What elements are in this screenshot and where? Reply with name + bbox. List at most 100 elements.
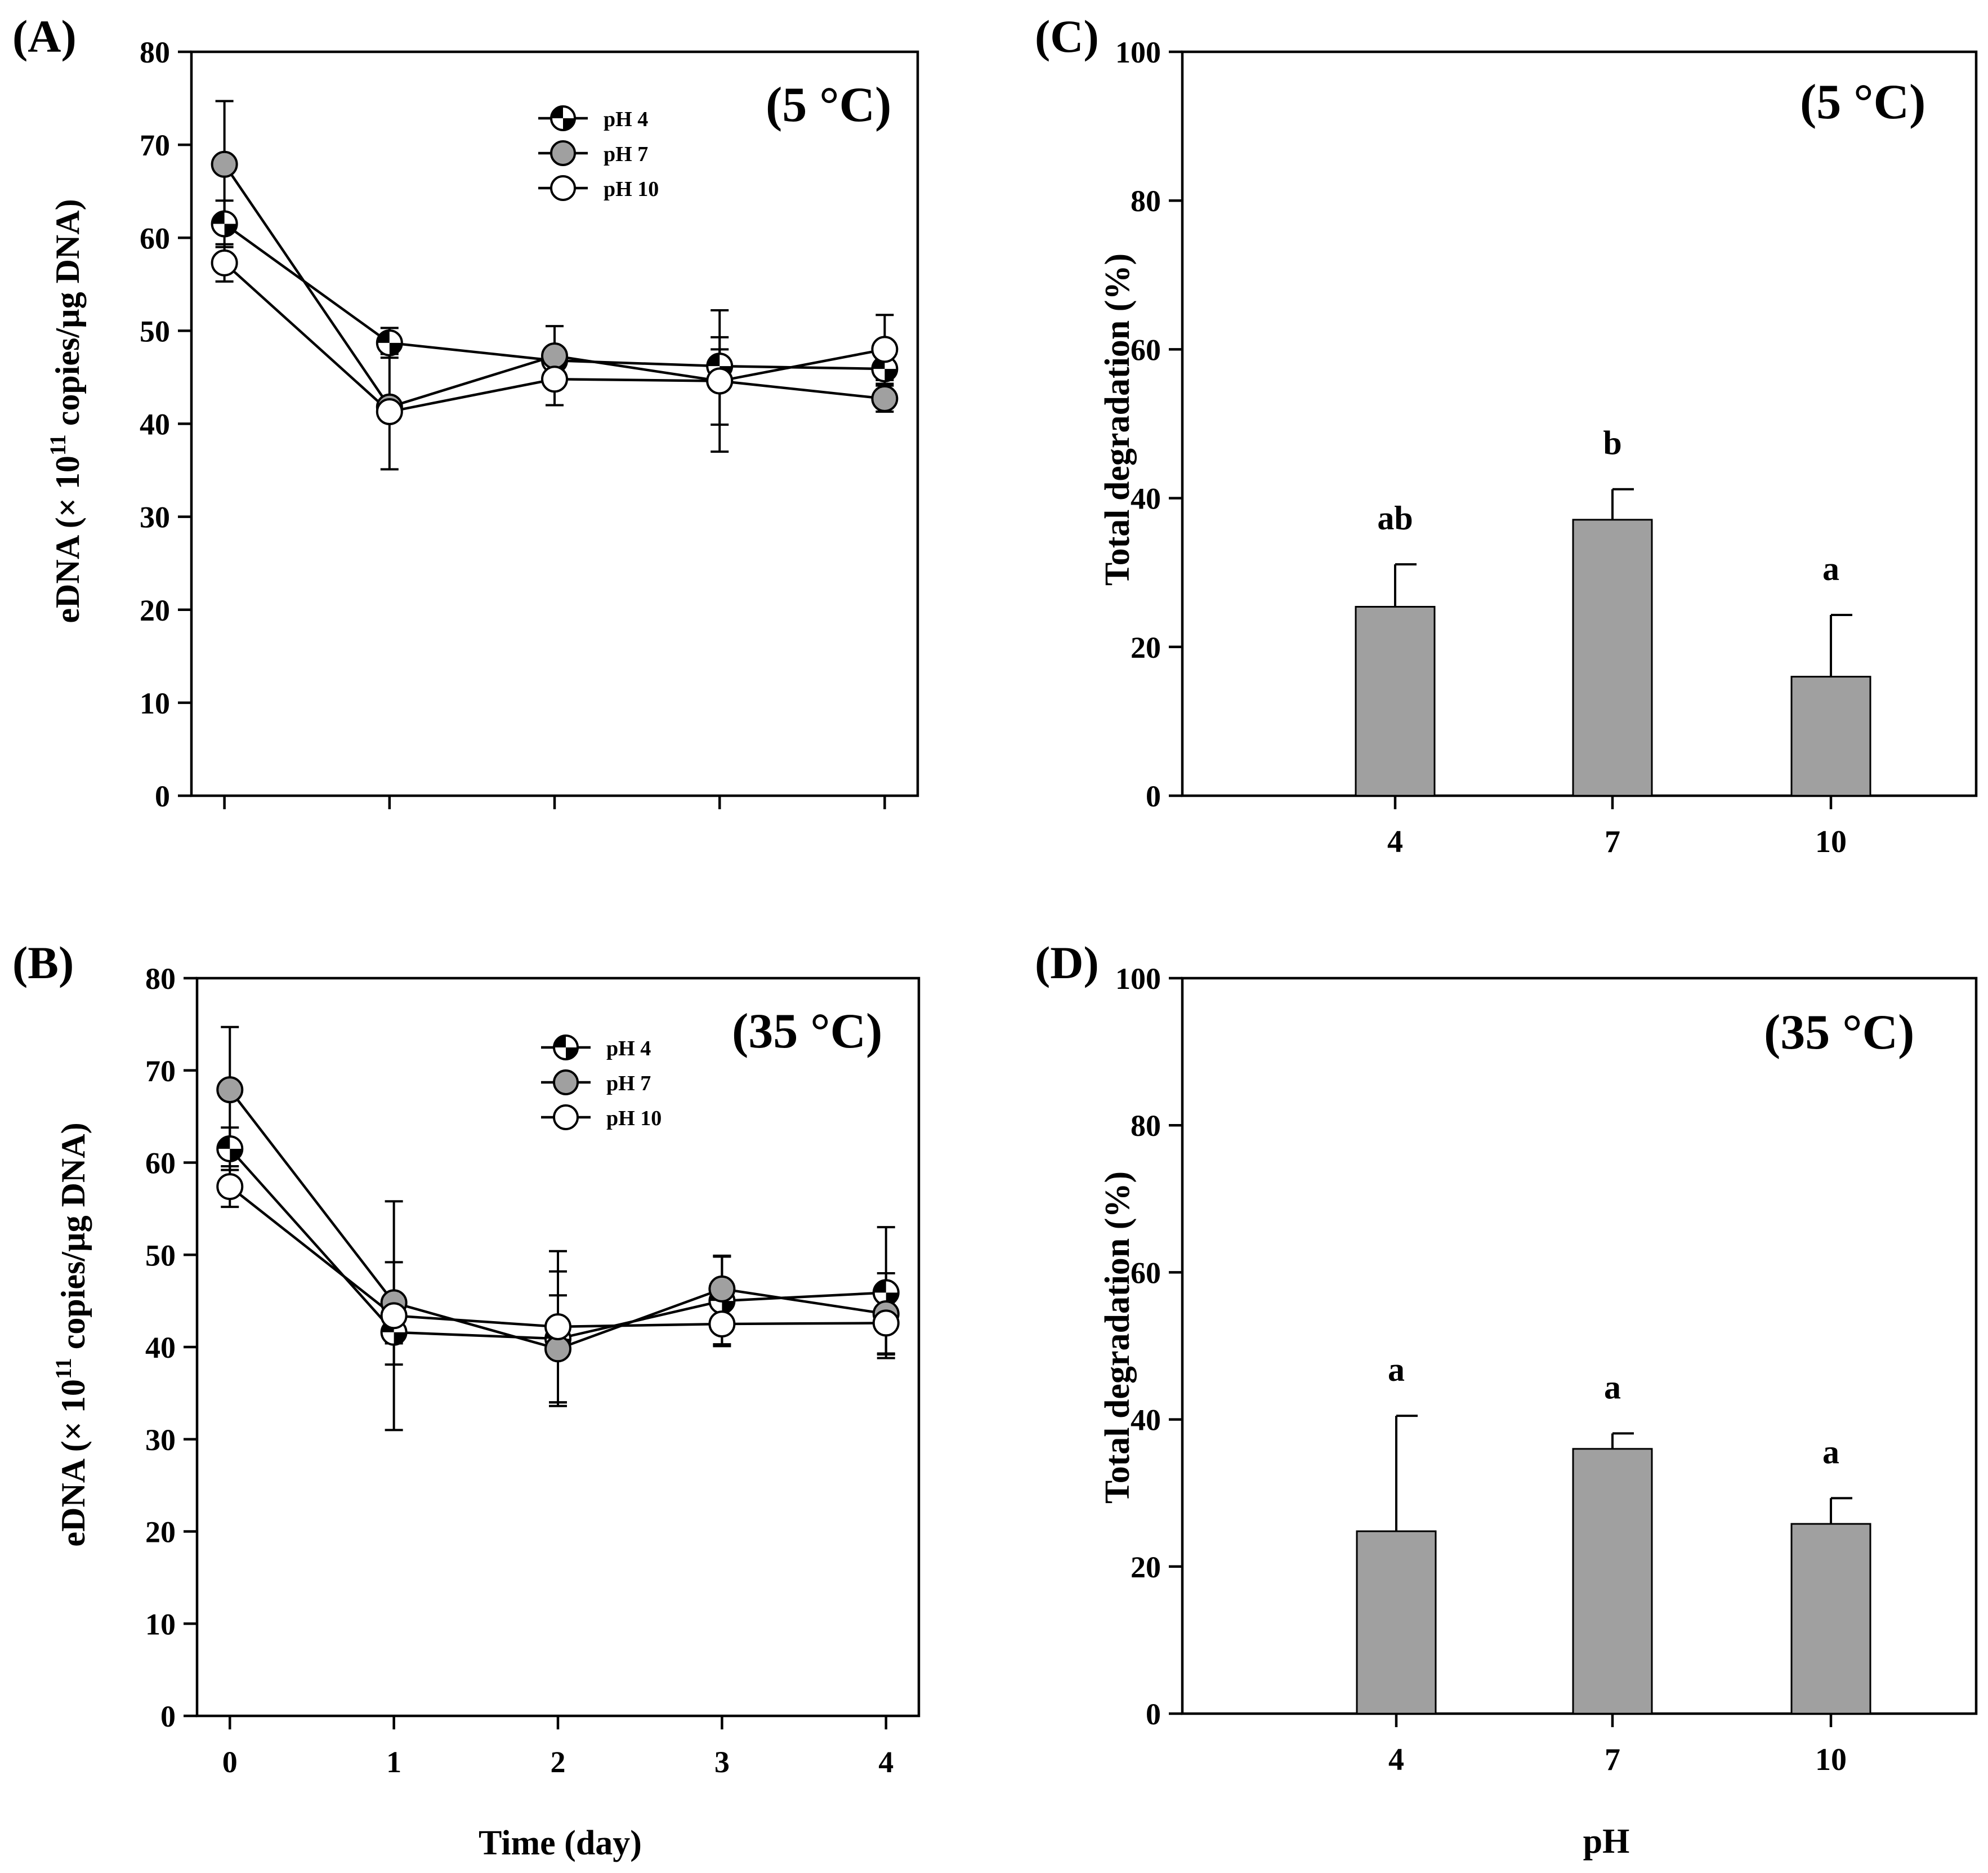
panel-a-annotation: (5 °C): [766, 78, 891, 132]
panel-a-y-tick-label: 0: [155, 779, 170, 813]
panel-b-y-axis-label: eDNA (× 1011 copies/µg DNA): [51, 1122, 92, 1546]
panel-d-y-tick-label: 100: [1115, 962, 1161, 996]
panel-a-x-axis: [223, 796, 886, 809]
panel-a-series-2-point-circle: [871, 336, 899, 363]
panel-c-label: (C): [1035, 11, 1099, 62]
panel-c-x-tick-label: 10: [1815, 824, 1847, 859]
panel-a-legend-marker: [550, 105, 576, 131]
panel-a-plot-area: [190, 50, 919, 797]
panel-b-legend-marker-quad-br: [566, 1047, 578, 1059]
panel-a-y-tick-label: 80: [140, 35, 170, 69]
panel-a-y-tick-label: 10: [140, 686, 170, 720]
panel-b-x-tick-label: 0: [222, 1745, 238, 1779]
panel-b-series-1-point-circle: [708, 1275, 736, 1303]
panel-d-annotation: (35 °C): [1764, 1005, 1914, 1060]
panel-a-plot-frame: [190, 50, 919, 797]
panel-c-y-tick-label: 40: [1131, 482, 1161, 516]
panel-c-y-axis: 0 20 40 60 80 100: [1115, 35, 1182, 813]
panel-b-x-tick-label: 1: [386, 1745, 401, 1779]
panel-b-series-0-point-quad-br: [722, 1301, 735, 1314]
panel-a-series-0-point: [376, 329, 403, 356]
panel-a-series-2-point: [376, 398, 403, 426]
panel-a-series-0-point-quad-tl: [377, 330, 390, 343]
panel-a-series-1-point: [211, 150, 238, 178]
panel-a-y-axis: 0 10 20 30 40 50 60 70 80: [140, 35, 191, 813]
panel-c-x-tick-label: 7: [1605, 824, 1620, 859]
panel-b-legend-marker-quad-tl: [554, 1036, 566, 1047]
panel-a-series-0-point-quad-br: [884, 369, 897, 382]
panel-b-x-tick-label: 2: [551, 1745, 566, 1779]
panel-d-y-axis: 0 20 40 60 80 100: [1115, 962, 1182, 1731]
panel-a-legend-marker-circle: [550, 140, 576, 166]
panel-d-y-tick-label: 20: [1131, 1550, 1161, 1584]
panel-b-legend-label: pH 10: [606, 1107, 662, 1130]
panel-b-y-tick-label: 60: [145, 1147, 176, 1180]
panel-b-y-tick-label: 40: [145, 1331, 176, 1364]
panel-a-legend-marker-circle: [550, 175, 576, 201]
panel-c-y-axis-label: Total degradation (%): [1098, 253, 1137, 586]
panel-a-series-2-point-circle: [706, 367, 734, 395]
panel-a-y-tick-label: 40: [140, 408, 170, 442]
panel-c-y-tick-label: 100: [1115, 35, 1161, 69]
panel-b-y-tick-label: 0: [160, 1700, 176, 1733]
panel-c-y-tick-label: 80: [1131, 184, 1161, 218]
panel-b-annotation: (35 °C): [732, 1004, 882, 1059]
panel-d-bar-chart: (D) (35 °C) 0 20 40 60 80 100 4 7 10 a a a Total …: [1035, 937, 1978, 1861]
panel-a-series-2-point: [706, 367, 734, 395]
panel-b-series-2-point-circle: [380, 1302, 408, 1330]
panel-b-x-axis-label: Time (day): [479, 1824, 642, 1862]
panel-a-series-2-point: [871, 336, 899, 363]
panel-a-legend-marker: [550, 140, 576, 166]
panel-b-series-2-point-circle: [544, 1313, 571, 1340]
panel-b-y-tick-label: 10: [145, 1607, 176, 1641]
panel-b-legend-marker-circle: [553, 1104, 579, 1130]
panel-a-y-axis-label: eDNA (× 1011 copies/µg DNA): [45, 199, 86, 623]
panel-a-y-tick-label: 20: [140, 594, 170, 627]
panel-b-y-axis: 0 10 20 30 40 50 60 70 80: [145, 962, 197, 1733]
panel-b-series-0-point-quad-br: [230, 1148, 243, 1161]
panel-b-line-chart: (B) (35 °C) 0 10 20 30 40 50 60 70 80 0 1 2 3 4 pH 4…: [12, 937, 921, 1862]
panel-d-x-tick-label: 10: [1815, 1742, 1847, 1777]
panel-d-x-tick-label: 4: [1388, 1742, 1404, 1777]
panel-d-plot-area: a a a: [1181, 976, 1978, 1715]
panel-b-y-tick-label: 80: [145, 962, 176, 996]
panel-a-series-0-point-quad-tl: [707, 354, 720, 367]
panel-a-label: (A): [12, 11, 77, 62]
panel-c-annotation: (5 °C): [1800, 75, 1926, 130]
panel-a-series-0-point-quad-tl: [212, 211, 225, 224]
panel-a-series-1-point-circle: [541, 342, 568, 369]
panel-b-x-tick-label: 4: [878, 1745, 894, 1779]
panel-c-bar-4-significance-label: ab: [1377, 500, 1413, 537]
panel-d-bar-7-significance-label: a: [1604, 1368, 1621, 1406]
panel-a-series-2-point: [211, 249, 238, 277]
panel-b-series-2-point-circle: [708, 1310, 736, 1338]
panel-d-y-tick-label: 40: [1131, 1403, 1161, 1437]
panel-a-series-2-point-circle: [211, 249, 238, 277]
panel-a-y-tick-label: 30: [140, 501, 170, 534]
panel-b-series-2-point: [708, 1310, 736, 1338]
panel-a-legend-marker-quad-br: [563, 118, 575, 130]
panel-c-bar-7: [1572, 519, 1653, 797]
panel-a-series-1-point-circle: [211, 150, 238, 178]
panel-c-bar-chart: (C) (5 °C) 0 20 40 60 80 100 4 7 10 ab b a Total …: [1035, 11, 1978, 859]
panel-d-bar-10: [1790, 1523, 1871, 1715]
panel-b-y-tick-label: 20: [145, 1515, 176, 1549]
panel-b-series-2-point: [872, 1309, 900, 1337]
panel-b-x-axis: 0 1 2 3 4: [222, 1716, 894, 1779]
panel-c-bar-4: [1355, 605, 1436, 797]
panel-a-y-tick-label: 50: [140, 314, 170, 348]
panel-a-legend-marker: [550, 175, 576, 201]
panel-b-series-1-point: [708, 1275, 736, 1303]
panel-b-y-tick-label: 30: [145, 1423, 176, 1457]
panel-b-plot-area: [195, 976, 921, 1718]
panel-b-series-1-point: [216, 1076, 244, 1104]
panel-d-bar-4-significance-label: a: [1388, 1351, 1405, 1388]
panel-c-plot-area: ab b a: [1181, 50, 1978, 797]
panel-b-series-1-point-circle: [216, 1076, 244, 1104]
panel-b-series-0-point-quad-tl: [873, 1280, 886, 1293]
panel-d-y-tick-label: 80: [1131, 1109, 1161, 1143]
panel-d-bar-10-significance-label: a: [1822, 1433, 1839, 1470]
panel-a-series-1-point-circle: [871, 385, 899, 412]
panel-c-x-axis: 4 7 10: [1387, 796, 1847, 859]
